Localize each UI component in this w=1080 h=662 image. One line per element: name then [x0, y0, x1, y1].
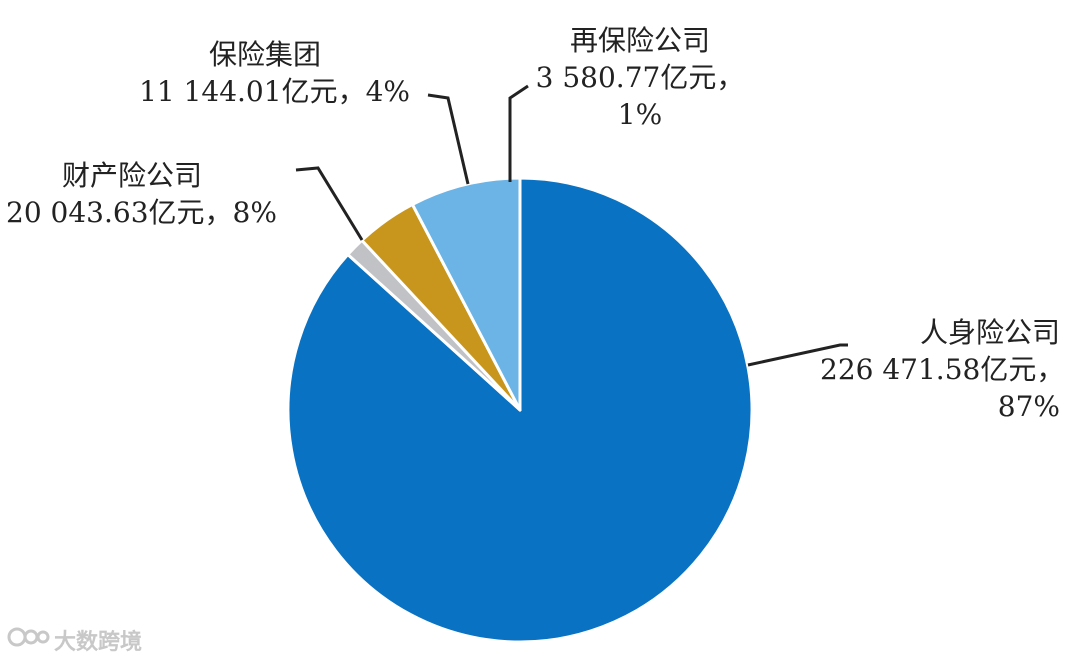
- slice-property-insurance: [410, 176, 522, 412]
- watermark-text: 大数跨境: [54, 630, 143, 655]
- label-group-value: 11 144.01亿元，4%: [139, 75, 410, 108]
- label-life-insurance: 人身险公司 226 471.58亿元， 87%: [820, 314, 1065, 425]
- label-insurance-group: 保险集团 11 144.01亿元，4%: [80, 36, 410, 110]
- label-group-name: 保险集团: [208, 38, 321, 71]
- leader-line-life: [747, 343, 848, 367]
- label-life-value: 226 471.58亿元，: [820, 353, 1065, 386]
- label-reinsurance: 再保险公司 3 580.77亿元， 1%: [520, 22, 760, 133]
- label-property-value: 20 043.63亿元，8%: [6, 196, 277, 229]
- label-life-name: 人身险公司: [919, 316, 1060, 349]
- label-property-insurance: 财产险公司 20 043.63亿元，8%: [6, 157, 306, 231]
- leader-line-property: [295, 166, 364, 241]
- label-reinsurance-percent: 1%: [617, 98, 663, 131]
- leader-line-group: [427, 93, 470, 185]
- leader-line-reinsurance: [508, 84, 529, 182]
- label-reinsurance-value: 3 580.77亿元，: [535, 61, 745, 94]
- logo-icon: [6, 626, 50, 654]
- label-reinsurance-name: 再保险公司: [569, 24, 710, 57]
- label-property-name: 财产险公司: [62, 159, 203, 192]
- leader-lines: [295, 84, 848, 367]
- watermark: 大数跨境: [6, 624, 142, 656]
- pie-slices: [286, 176, 754, 644]
- label-life-percent: 87%: [997, 390, 1060, 423]
